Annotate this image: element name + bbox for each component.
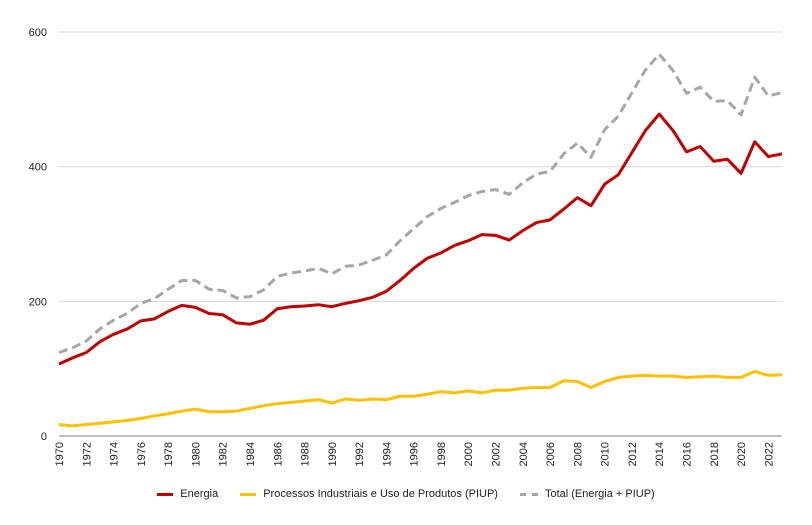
legend-item-piup: Processos Industriais e Uso de Produtos … <box>240 488 498 500</box>
gridlines <box>59 31 782 302</box>
x-tick-label-1976: 1976 <box>136 442 148 466</box>
x-tick-label-1980: 1980 <box>190 442 202 466</box>
x-tick-label-1994: 1994 <box>381 442 393 466</box>
x-tick-label-1970: 1970 <box>54 442 66 466</box>
legend-swatch-total <box>519 492 538 496</box>
series-lines <box>58 52 783 428</box>
x-axis-tick-labels: 1970 1972 1974 1976 1978 1980 1982 1984 1986 1988… <box>54 442 775 466</box>
x-tick-label-1998: 1998 <box>436 442 448 466</box>
series-line-energia <box>58 112 783 366</box>
x-tick-label-2008: 2008 <box>572 442 584 466</box>
x-tick-label-1972: 1972 <box>81 442 93 466</box>
y-tick-label-400: 400 <box>29 162 47 174</box>
x-tick-label-2018: 2018 <box>709 442 721 466</box>
legend-item-energia: Energia <box>157 488 218 500</box>
x-tick-label-1996: 1996 <box>409 442 421 466</box>
y-tick-label-0: 0 <box>41 431 47 443</box>
x-tick-label-1982: 1982 <box>218 442 230 466</box>
x-tick-label-2020: 2020 <box>736 442 748 466</box>
x-tick-label-2006: 2006 <box>545 442 557 466</box>
x-tick-label-1988: 1988 <box>300 442 312 466</box>
x-tick-label-1990: 1990 <box>327 442 339 466</box>
x-tick-label-2014: 2014 <box>654 442 666 466</box>
x-tick-label-2012: 2012 <box>627 442 639 466</box>
x-tick-label-2002: 2002 <box>491 442 503 466</box>
x-tick-label-1978: 1978 <box>163 442 175 466</box>
legend-item-total: Total (Energia + PIUP) <box>519 488 655 500</box>
legend-swatch-energia <box>157 492 174 496</box>
y-tick-label-200: 200 <box>29 296 47 308</box>
x-tick-label-2010: 2010 <box>600 442 612 466</box>
legend-label-energia: Energia <box>180 488 219 500</box>
legend: Energia Processos Industriais e Uso de P… <box>0 484 812 504</box>
x-tick-label-2000: 2000 <box>463 442 475 466</box>
x-tick-label-2004: 2004 <box>518 442 530 466</box>
x-tick-label-2022: 2022 <box>763 442 775 466</box>
x-tick-label-1986: 1986 <box>272 442 284 466</box>
legend-label-total: Total (Energia + PIUP) <box>544 488 655 500</box>
x-tick-label-1984: 1984 <box>245 442 257 466</box>
x-tick-label-1992: 1992 <box>354 442 366 466</box>
x-tick-label-1974: 1974 <box>109 442 121 466</box>
series-line-total <box>58 52 783 354</box>
series-line-piup <box>58 369 783 428</box>
legend-swatch-piup <box>240 492 257 496</box>
y-axis-tick-labels: 0 200 400 600 <box>29 27 47 443</box>
y-tick-label-600: 600 <box>29 27 47 39</box>
legend-label-piup: Processos Industriais e Uso de Produtos … <box>263 488 498 500</box>
x-tick-label-2016: 2016 <box>682 442 694 466</box>
